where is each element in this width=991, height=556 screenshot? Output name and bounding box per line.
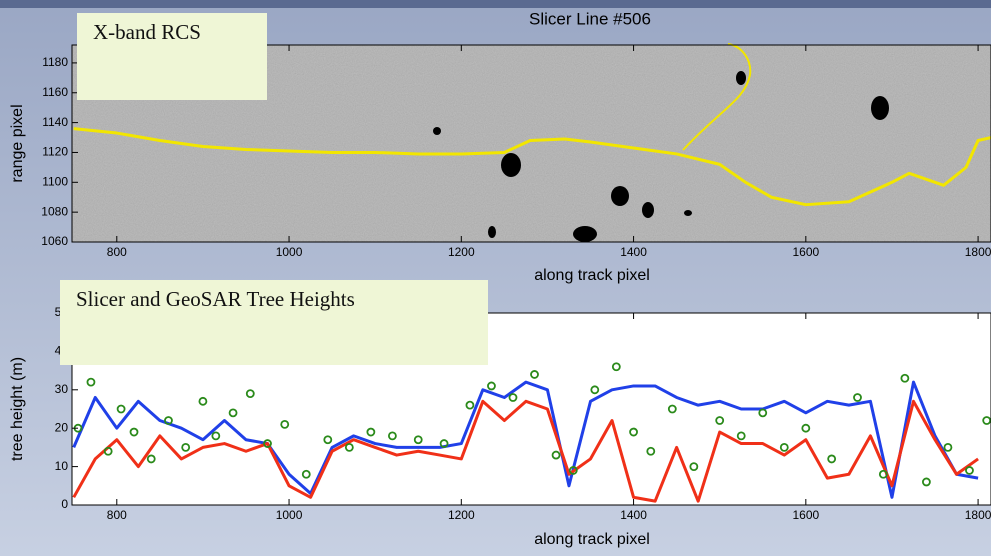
x-tick-label: 800 [107,508,127,522]
annotation: Slicer and GeoSAR Tree Heights [60,280,488,365]
x-tick-label: 1600 [792,245,819,259]
y-tick-label: 30 [55,382,69,396]
y-tick-label: 1180 [42,55,68,69]
y-tick-label: 0 [61,497,68,511]
y-tick-label: 1160 [42,85,68,99]
top-strip [0,0,991,8]
y-axis-label: range pixel [9,104,26,182]
y-tick-label: 10 [55,459,69,473]
y-tick-label: 1100 [42,174,68,188]
x-tick-label: 1000 [276,245,303,259]
x-tick-label: 800 [107,245,127,259]
y-tick-label: 20 [55,420,69,434]
x-tick-label: 1200 [448,245,475,259]
y-tick-label: 1140 [42,115,68,129]
x-axis-label: along track pixel [534,267,650,284]
annotation: X-band RCS [77,13,267,100]
x-tick-label: 1800 [965,245,991,259]
x-tick-label: 1000 [276,508,303,522]
y-tick-label: 1060 [41,234,68,248]
y-tick-label: 1120 [42,145,68,159]
x-tick-label: 1400 [620,508,647,522]
x-tick-label: 1400 [620,245,647,259]
y-axis-label: tree height (m) [9,357,26,461]
x-tick-label: 1600 [792,508,819,522]
x-tick-label: 1800 [965,508,991,522]
page: Slicer Line #506 800 1000 1200 1400 1600 1800… [0,0,991,556]
chart-title: Slicer Line #506 [529,9,651,28]
x-axis-label: along track pixel [534,531,650,548]
y-tick-label: 1080 [41,204,68,218]
x-tick-label: 1200 [448,508,475,522]
